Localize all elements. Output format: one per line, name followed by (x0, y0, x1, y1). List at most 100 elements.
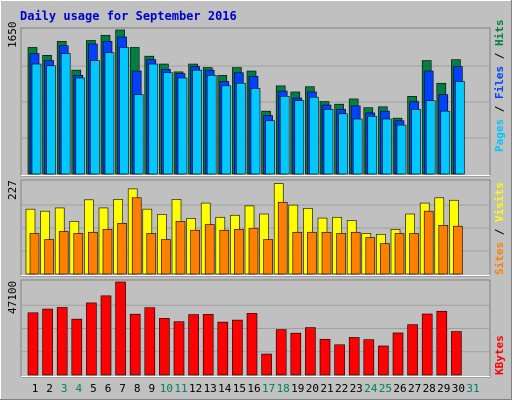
sites-bar-1 (29, 233, 40, 275)
sites-bar-8 (131, 197, 142, 275)
kbytes-bar-7 (115, 281, 126, 376)
kbytes-bar-19 (290, 332, 302, 376)
pages-bar-8 (133, 94, 144, 175)
kbytes-bar-27 (407, 324, 418, 376)
sites-bar-5 (88, 231, 98, 275)
chart-title: Daily usage for September 2016 (20, 9, 237, 23)
legend-hits: Hits (493, 20, 506, 47)
kbytes-bar-25 (378, 345, 389, 376)
pages-bar-3 (60, 53, 71, 175)
kbytes-bar-17 (261, 353, 272, 376)
sites-bar-17 (263, 239, 273, 275)
x-label-3: 3 (61, 382, 68, 395)
pages-bar-14 (221, 85, 232, 175)
sites-bar-18 (277, 201, 288, 275)
kbytes-bar-12 (188, 314, 199, 376)
pages-bar-4 (75, 77, 86, 175)
pages-bar-17 (265, 120, 275, 175)
sites-bar-25 (380, 243, 390, 275)
x-label-29: 29 (437, 382, 450, 395)
sites-bar-13 (204, 224, 215, 275)
pages-bar-16 (250, 88, 261, 175)
kbytes-bar-26 (392, 332, 404, 376)
x-label-9: 9 (148, 382, 155, 395)
pages-bar-7 (119, 47, 129, 175)
kbytes-max-label: 47100 (6, 281, 19, 314)
sites-bar-16 (248, 227, 259, 275)
x-label-1: 1 (32, 382, 39, 395)
kbytes-bar-24 (363, 339, 375, 376)
pages-bar-13 (206, 75, 217, 175)
x-label-4: 4 (75, 382, 82, 395)
pages-bar-27 (411, 109, 421, 175)
kbytes-bar-15 (232, 319, 243, 376)
x-label-22: 22 (335, 382, 348, 395)
panel-visits: 227 (6, 179, 491, 277)
pages-bar-23 (352, 118, 363, 175)
kbytes-bar-18 (275, 329, 287, 376)
pages-bar-1 (31, 63, 42, 175)
pages-bar-5 (90, 60, 100, 175)
pages-bar-26 (396, 124, 407, 175)
legend-pages: Pages (493, 119, 506, 152)
pages-bar-9 (148, 63, 159, 175)
kbytes-bar-1 (27, 312, 39, 376)
pages-bar-22 (338, 113, 348, 175)
x-axis-labels: 1 2 3 4 5 6 7 8 9 10 11 12 13 14 15 16 17 18 19 20 21 22 23 24 2… (32, 382, 480, 395)
x-label-12: 12 (189, 382, 202, 395)
x-label-10: 10 (160, 382, 173, 395)
kbytes-bar-11 (173, 321, 185, 376)
pages-bar-2 (46, 65, 56, 175)
pages-bar-18 (279, 96, 290, 175)
x-label-8: 8 (134, 382, 141, 395)
kbytes-bar-30 (451, 331, 462, 376)
kbytes-bar-10 (159, 318, 170, 376)
kbytes-bar-6 (100, 295, 112, 376)
x-label-15: 15 (233, 382, 246, 395)
sites-bar-9 (146, 233, 157, 275)
sites-bar-6 (102, 229, 113, 275)
x-label-6: 6 (105, 382, 112, 395)
kbytes-bar-14 (217, 321, 229, 376)
sites-bar-4 (73, 233, 84, 275)
pages-bar-19 (294, 100, 305, 175)
sites-bar-26 (394, 233, 405, 275)
kbytes-bar-5 (86, 302, 97, 376)
pages-bar-15 (236, 82, 246, 175)
x-label-21: 21 (320, 382, 333, 395)
panel-kbytes: 47100 (6, 279, 491, 378)
legend-hits-files-pages: Pages / Files / Hits (493, 20, 506, 153)
pages-bar-11 (177, 77, 188, 175)
kbytes-bar-29 (436, 310, 448, 376)
x-label-20: 20 (306, 382, 319, 395)
x-label-31: 31 (466, 382, 479, 395)
pages-bar-6 (104, 52, 115, 175)
sites-bar-23 (350, 231, 361, 275)
kbytes-bar-2 (42, 308, 53, 376)
x-label-13: 13 (204, 382, 217, 395)
x-label-23: 23 (350, 382, 363, 395)
x-label-19: 19 (291, 382, 304, 395)
legend-sep-1: / (493, 99, 506, 119)
kbytes-bar-23 (348, 337, 360, 376)
sites-bar-24 (365, 237, 376, 275)
pages-bar-25 (382, 118, 392, 175)
legend-visits: Visits (493, 182, 506, 222)
sites-bar-21 (321, 231, 332, 275)
legend-sites: Sites (493, 242, 506, 275)
kbytes-bar-4 (71, 318, 83, 376)
legend-sep-3: / (493, 222, 506, 242)
legend-sites-visits: Sites / Visits (493, 182, 506, 275)
sites-bar-27 (409, 233, 419, 275)
legend-sep-2: / (493, 46, 506, 66)
x-label-26: 26 (393, 382, 406, 395)
x-label-24: 24 (364, 382, 378, 395)
x-label-5: 5 (90, 382, 97, 395)
sites-bar-28 (423, 210, 434, 275)
sites-bar-2 (44, 239, 54, 275)
sites-bar-11 (175, 221, 186, 275)
sites-bar-10 (161, 239, 171, 275)
kbytes-bar-9 (144, 307, 156, 376)
pages-bar-30 (455, 81, 465, 175)
